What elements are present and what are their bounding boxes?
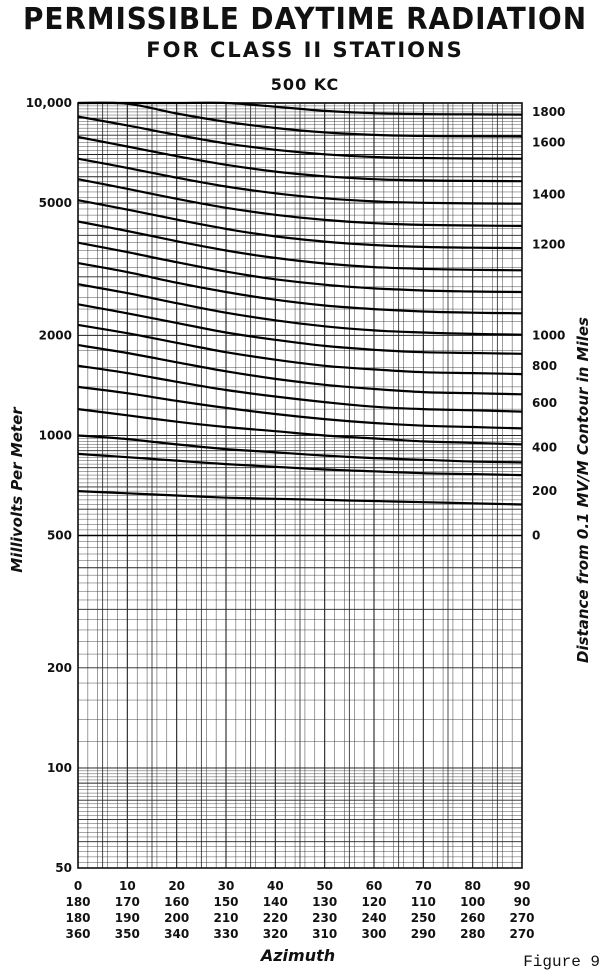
axes: 10,0005000200010005002001005018001600140… [26,96,566,941]
x-tick-label: 120 [361,895,386,909]
x-tick-label: 360 [65,927,90,941]
distance-tick-label: 1800 [532,105,565,119]
series-curve [77,385,523,430]
x-tick-label: 240 [361,911,386,925]
right-axis-label: Distance from 0.1 MV/M Contour in Miles [574,317,592,663]
x-tick-label: 250 [411,911,436,925]
series-curve [77,178,523,227]
series-curve [77,157,523,205]
x-tick-label: 130 [312,895,337,909]
plot-border [77,102,523,869]
series-curve [77,220,523,272]
x-tick-label: 30 [218,879,235,893]
x-tick-label: 40 [267,879,284,893]
x-tick-label: 210 [213,911,238,925]
x-tick-label: 300 [361,927,386,941]
x-tick-label: 310 [312,927,337,941]
x-tick-label: 290 [411,927,436,941]
x-tick-label: 0 [74,879,82,893]
series-curve [77,241,523,294]
x-tick-label: 260 [460,911,485,925]
x-tick-label: 110 [411,895,436,909]
x-tick-label: 100 [460,895,485,909]
x-tick-label: 150 [213,895,238,909]
distance-tick-label: 400 [532,440,557,454]
x-tick-label: 270 [509,911,534,925]
y-tick-label: 200 [47,661,72,675]
y-axis-label: Millivolts Per Meter [8,406,26,573]
x-tick-label: 90 [514,879,531,893]
distance-tick-label: 200 [532,484,557,498]
x-tick-label: 80 [464,879,481,893]
distance-tick-label: 600 [532,396,557,410]
distance-tick-label: 800 [532,359,557,373]
series-curve [77,452,523,477]
x-tick-label: 180 [65,911,90,925]
series-curve [77,262,523,315]
series-lines [77,101,523,537]
x-tick-label: 20 [168,879,185,893]
x-tick-label: 160 [164,895,189,909]
chart-title: PERMISSIBLE DAYTIME RADIATION [22,2,587,37]
series-curve [78,101,523,116]
x-tick-label: 280 [460,927,485,941]
x-tick-label: 140 [263,895,288,909]
series-curve [77,408,523,446]
x-tick-label: 220 [263,911,288,925]
y-tick-label: 2000 [39,328,72,342]
series-curve [77,344,523,396]
x-tick-label: 340 [164,927,189,941]
distance-tick-label: 1000 [532,328,565,342]
distance-tick-label: 1200 [532,238,565,252]
x-tick-label: 60 [366,879,383,893]
figure-label: Figure 9 [523,953,600,971]
distance-tick-label: 1600 [532,136,565,150]
series-curve [77,135,523,183]
y-tick-label: 100 [47,761,72,775]
series-curve [77,115,523,160]
x-tick-label: 170 [115,895,140,909]
series-curve [77,434,523,464]
series-curve [77,101,523,138]
grid [77,102,523,869]
x-tick-label: 230 [312,911,337,925]
series-curve [77,323,523,376]
series-curve [77,490,523,506]
x-tick-label: 190 [115,911,140,925]
x-tick-label: 10 [119,879,136,893]
series-curve [77,283,523,336]
x-tick-label: 350 [115,927,140,941]
distance-tick-label: 1400 [532,188,565,202]
y-tick-label: 5000 [39,196,72,210]
y-tick-label: 10,000 [26,96,72,110]
x-tick-label: 180 [65,895,90,909]
x-tick-label: 320 [263,927,288,941]
x-axis-label: Azimuth [259,946,335,965]
distance-tick-label: 0 [532,529,540,543]
x-tick-label: 90 [514,895,531,909]
x-tick-label: 270 [509,927,534,941]
x-tick-label: 330 [213,927,238,941]
series-curve [77,303,523,355]
x-tick-label: 200 [164,911,189,925]
x-tick-label: 50 [316,879,333,893]
chart-subtitle: FOR CLASS II STATIONS [146,38,464,62]
x-tick-label: 70 [415,879,432,893]
series-curve [77,364,523,413]
y-tick-label: 1000 [39,428,72,442]
y-tick-label: 500 [47,529,72,543]
y-tick-label: 50 [55,861,72,875]
frequency-label: 500 KC [270,75,340,94]
series-curve [77,199,523,250]
